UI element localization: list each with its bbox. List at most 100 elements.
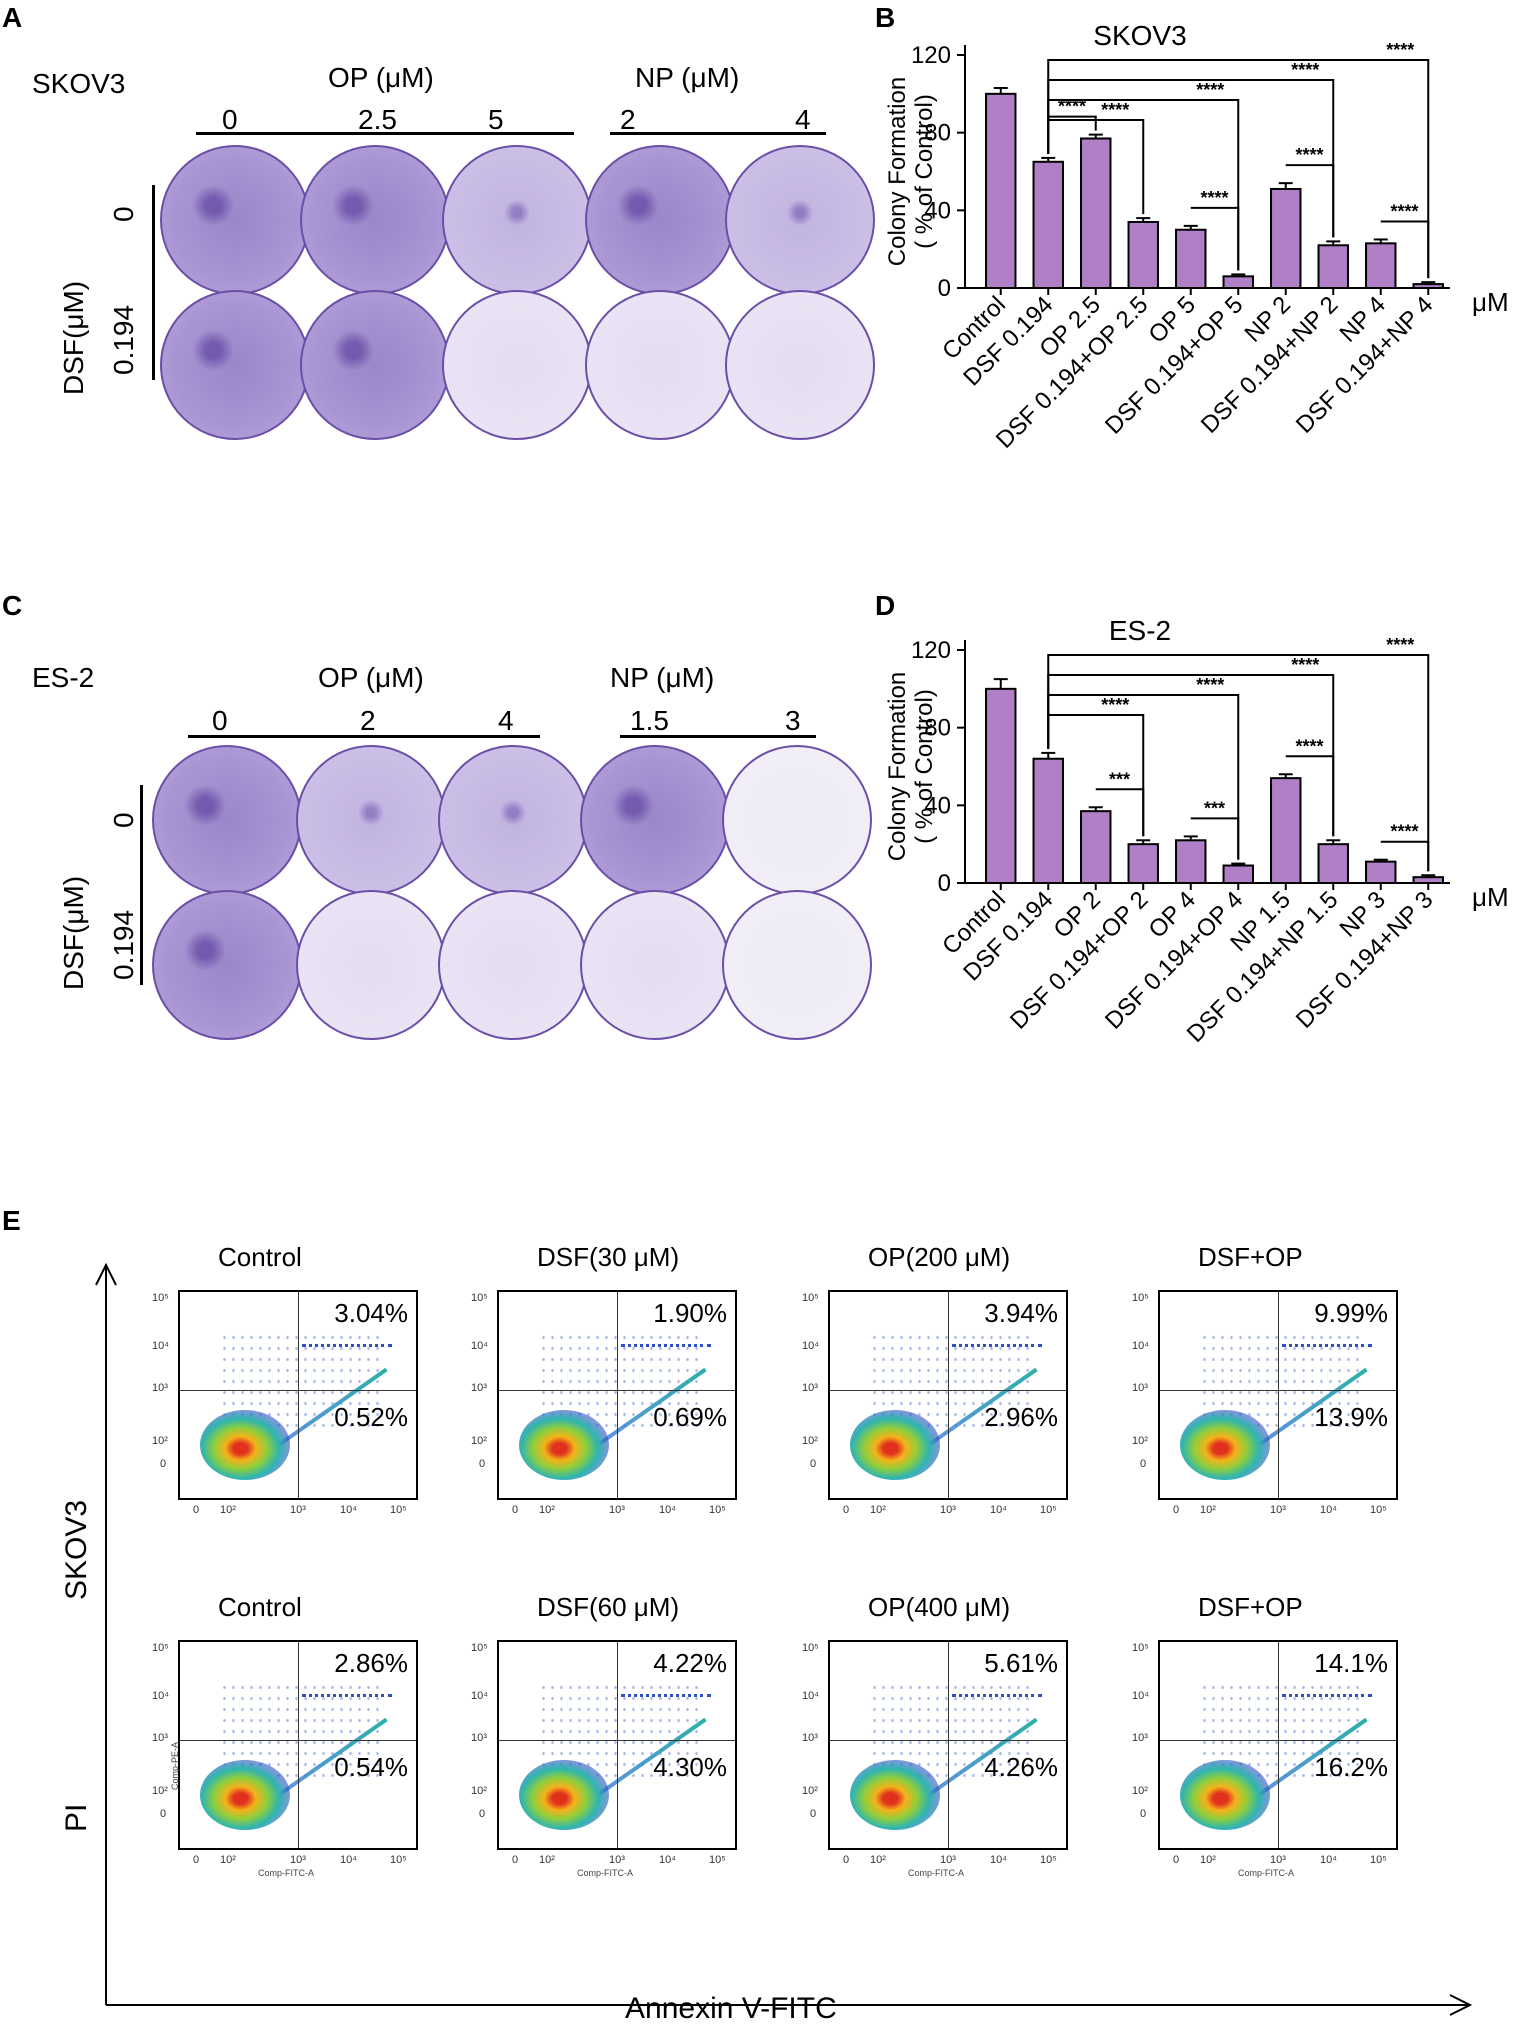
lower-right-percent: 13.9% <box>1314 1402 1388 1432</box>
panel-d-label: D <box>875 590 896 621</box>
y-tick: 10⁴ <box>471 1340 488 1352</box>
flow-density-blob <box>519 1760 609 1830</box>
flow-density-blob <box>1180 1410 1270 1480</box>
chart-ylabel-line1: Colony Formation <box>884 672 911 861</box>
y-tick: 10⁴ <box>1132 1340 1149 1352</box>
sig-label: **** <box>1101 100 1129 120</box>
bar <box>985 92 1017 290</box>
y-tick: 10³ <box>471 1382 487 1394</box>
x-tick: 10⁵ <box>390 1504 407 1516</box>
y-tick: 10³ <box>802 1732 818 1744</box>
y-tick-label: 40 <box>924 792 951 819</box>
bar <box>1127 843 1159 885</box>
chart-ylabel-line2: ( % of Control) <box>911 94 938 249</box>
sig-label: *** <box>1204 798 1225 818</box>
quadrant-vline <box>617 1292 618 1498</box>
panel-c-np-dose-0: 1.5 <box>630 705 669 736</box>
x-tick: 10³ <box>940 1854 956 1866</box>
flow-plot-title: OP(400 μM) <box>868 1592 1011 1622</box>
sig-label: *** <box>1109 769 1130 789</box>
colony-dish <box>160 290 310 440</box>
panel-c-op-label: OP (μM) <box>318 662 424 693</box>
colony-dish <box>585 290 735 440</box>
panel-c-op-dose-0: 0 <box>212 705 228 736</box>
quadrant-vline <box>298 1292 299 1498</box>
x-tick: 10³ <box>290 1854 306 1866</box>
x-tick: 10⁵ <box>1040 1854 1057 1866</box>
x-tick: 10³ <box>1270 1854 1286 1866</box>
panel-a-op-label: OP (μM) <box>328 62 434 93</box>
annexin-axis-arrow <box>1449 1994 1473 2016</box>
lower-right-percent: 0.69% <box>653 1402 727 1432</box>
panel-a-dsf-dose-0: 0 <box>108 206 139 222</box>
x-tick: 10² <box>1200 1854 1216 1866</box>
quadrant-hline <box>830 1390 1066 1391</box>
sig-label: **** <box>1058 97 1086 117</box>
flow-plot: 3.94% 2.96% <box>828 1290 1068 1500</box>
colony-dish <box>580 745 730 895</box>
x-tick: 10⁴ <box>659 1504 676 1516</box>
panel-c-label: C <box>2 590 23 621</box>
panel-a-np-line <box>610 132 826 135</box>
quadrant-hline <box>830 1740 1066 1741</box>
bar <box>1365 860 1397 884</box>
pi-axis-arrow <box>95 1262 117 1286</box>
x-tick: 10² <box>870 1854 886 1866</box>
sig-label: **** <box>1200 188 1228 208</box>
panel-a-np-dose-1: 4 <box>795 104 811 135</box>
y-tick: 10³ <box>152 1382 168 1394</box>
x-tick: 0 <box>843 1854 850 1866</box>
flow-band <box>621 1344 711 1351</box>
flow-band <box>952 1694 1042 1701</box>
y-tick: 10³ <box>471 1732 487 1744</box>
panel-c-np-line <box>620 735 816 738</box>
sig-label: **** <box>1101 695 1129 715</box>
sig-label: **** <box>1295 736 1323 756</box>
bar <box>1270 777 1302 884</box>
panel-e-row-label: SKOV3 <box>60 1499 93 1600</box>
chart-ylabel-line1: Colony Formation <box>884 77 911 266</box>
x-tick: 10⁴ <box>659 1854 676 1866</box>
panel-e-label: E <box>2 1205 21 1236</box>
sig-label: **** <box>1291 655 1319 675</box>
bar <box>1222 864 1254 884</box>
colony-dish <box>580 890 730 1040</box>
bar <box>1127 220 1159 290</box>
bar <box>985 687 1017 885</box>
x-tick: 10³ <box>609 1854 625 1866</box>
bar <box>1317 843 1349 885</box>
sig-bracket <box>1047 714 1145 837</box>
bar <box>1175 228 1207 289</box>
y-tick: 10⁴ <box>802 1690 819 1702</box>
bar <box>1080 137 1112 289</box>
y-tick: 10⁴ <box>471 1690 488 1702</box>
bar <box>1317 244 1349 290</box>
flow-x-channel-label: Comp-FITC-A <box>1238 1868 1294 1878</box>
y-tick: 10⁵ <box>152 1292 169 1304</box>
flow-density-blob <box>200 1760 290 1830</box>
x-tick: 10³ <box>1270 1504 1286 1516</box>
flow-density-blob <box>200 1410 290 1480</box>
x-tick: 10² <box>539 1854 555 1866</box>
lower-right-percent: 16.2% <box>1314 1752 1388 1782</box>
sig-bracket <box>1190 206 1240 271</box>
flow-band <box>952 1344 1042 1351</box>
quadrant-hline <box>499 1740 735 1741</box>
sig-label: **** <box>1196 675 1224 695</box>
sig-bracket <box>1380 220 1430 279</box>
y-tick-label: 80 <box>924 715 951 742</box>
flow-y-channel-label: Comp-PE-A <box>170 1741 180 1790</box>
colony-dish <box>152 745 302 895</box>
colony-dish <box>585 145 735 295</box>
y-tick: 10⁴ <box>152 1690 169 1702</box>
chart-skov3-colony: SKOV3 Colony Formation ( % of Control) μ… <box>884 20 1509 454</box>
bar <box>1080 810 1112 885</box>
upper-right-percent: 2.86% <box>334 1648 408 1678</box>
x-tick: 10⁴ <box>1320 1504 1337 1516</box>
y-tick: 10⁵ <box>471 1642 488 1654</box>
panel-c-dsf-dose-0: 0 <box>108 812 139 828</box>
x-tick: 10⁵ <box>709 1504 726 1516</box>
x-tick: 0 <box>512 1504 519 1516</box>
x-tick: 10³ <box>609 1504 625 1516</box>
flow-plot-title: DSF(30 μM) <box>537 1242 680 1272</box>
